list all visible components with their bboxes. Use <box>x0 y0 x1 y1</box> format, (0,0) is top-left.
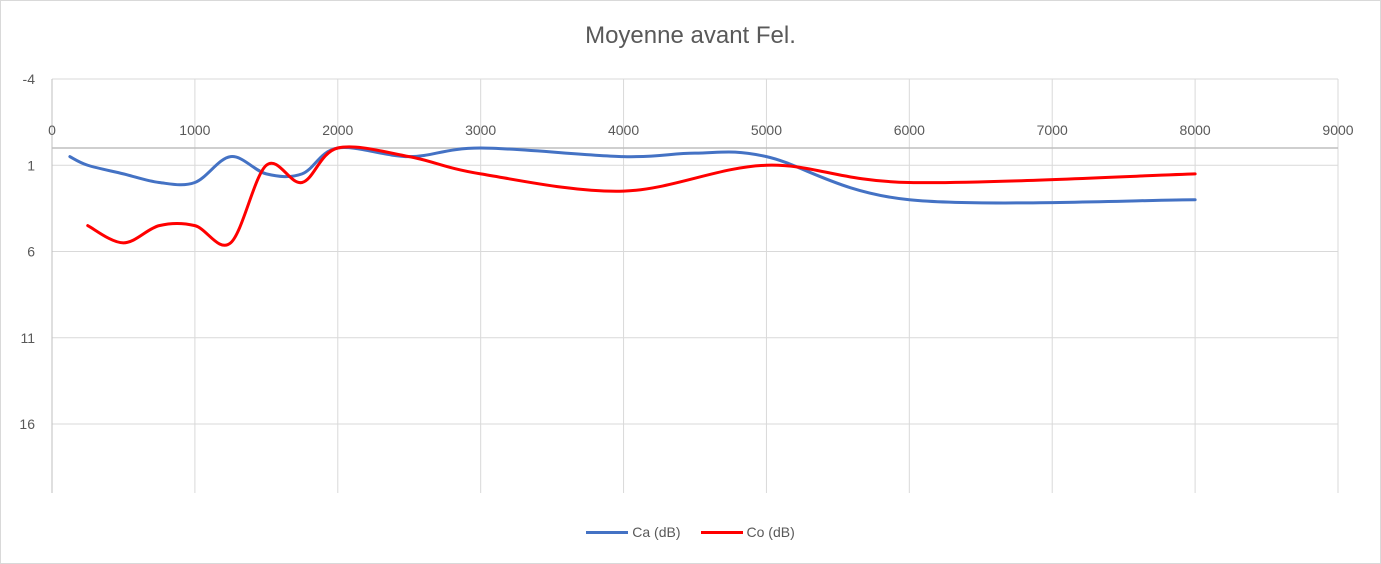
y-tick-label: 6 <box>27 244 35 260</box>
y-tick-label: -4 <box>23 71 36 87</box>
chart-title: Moyenne avant Fel. <box>585 22 796 49</box>
x-tick-label: 4000 <box>608 122 639 138</box>
legend-label-ca: Ca (dB) <box>632 524 681 540</box>
series-line-ca <box>68 146 1197 205</box>
legend-swatch-ca <box>586 530 629 534</box>
x-tick-label: 9000 <box>1322 122 1353 138</box>
legend-item-co: Co (dB) <box>700 524 795 540</box>
legend-item-ca: Ca (dB) <box>586 524 681 540</box>
x-tick-label: 8000 <box>1180 122 1211 138</box>
legend-swatch-co <box>700 530 743 534</box>
x-tick-label: 6000 <box>894 122 925 138</box>
vertical-gridlines <box>51 79 1339 493</box>
x-tick-label: 7000 <box>1037 122 1068 138</box>
x-tick-labels: 0 1000 2000 3000 4000 5000 6000 7000 8000 9000 <box>48 122 1354 138</box>
horizontal-gridlines <box>51 78 1338 493</box>
y-tick-label: 1 <box>27 157 35 173</box>
x-tick-label: 0 <box>48 122 56 138</box>
x-tick-label: 2000 <box>322 122 353 138</box>
series-line-co <box>86 145 1197 247</box>
legend-label-co: Co (dB) <box>746 524 795 540</box>
legend: Ca (dB) Co (dB) <box>0 524 1381 540</box>
x-tick-label: 5000 <box>751 122 782 138</box>
y-tick-label: 11 <box>20 330 35 346</box>
x-tick-label: 3000 <box>465 122 496 138</box>
y-tick-label: 16 <box>19 416 35 432</box>
series-lines <box>68 145 1197 247</box>
x-tick-label: 1000 <box>179 122 210 138</box>
